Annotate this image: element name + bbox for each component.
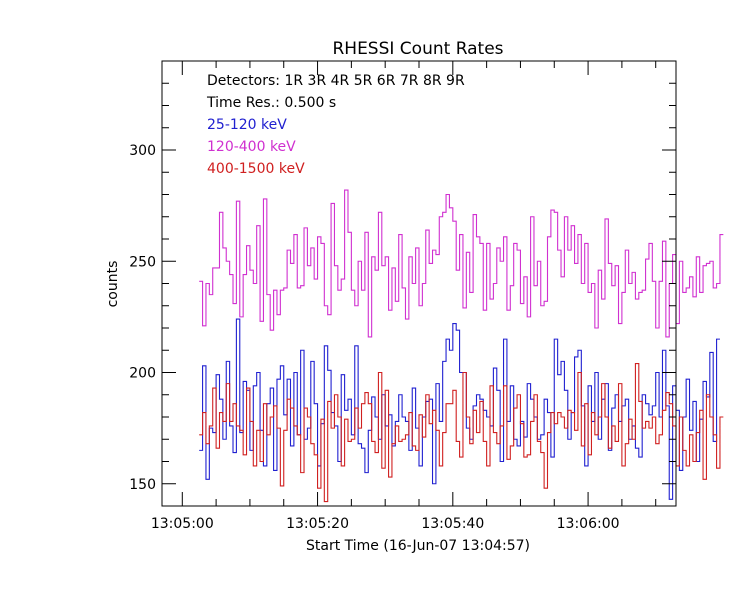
detectors-label: Detectors: 1R 3R 4R 5R 6R 7R 8R 9R [207, 73, 465, 89]
legend-entry-25-120kev: 25-120 keV [207, 117, 287, 133]
x-tick-label: 13:05:00 [151, 516, 214, 532]
y-tick-label: 200 [129, 366, 156, 382]
time-resolution-label: Time Res.: 0.500 s [206, 95, 336, 111]
y-tick-label: 250 [129, 254, 156, 270]
series-line-1 [199, 189, 724, 338]
x-tick-label: 13:06:00 [557, 516, 620, 532]
legend-entry-400-1500kev: 400-1500 keV [207, 161, 305, 177]
y-tick-label: 300 [129, 143, 156, 159]
series-line-2 [199, 363, 724, 503]
y-tick-label: 150 [129, 477, 156, 493]
y-axis-label: counts [105, 261, 121, 308]
legend-entry-120-400kev: 120-400 keV [207, 139, 296, 155]
axes: 150 200 250 300 13:05:00 13:05:20 13:05:40 13:0… [129, 60, 676, 532]
x-tick-label: 13:05:20 [286, 516, 349, 532]
series-lines [199, 189, 724, 503]
x-tick-label: 13:05:40 [421, 516, 484, 532]
chart-title: RHESSI Count Rates [332, 39, 503, 59]
x-axis-label: Start Time (16-Jun-07 13:04:57) [306, 538, 530, 554]
